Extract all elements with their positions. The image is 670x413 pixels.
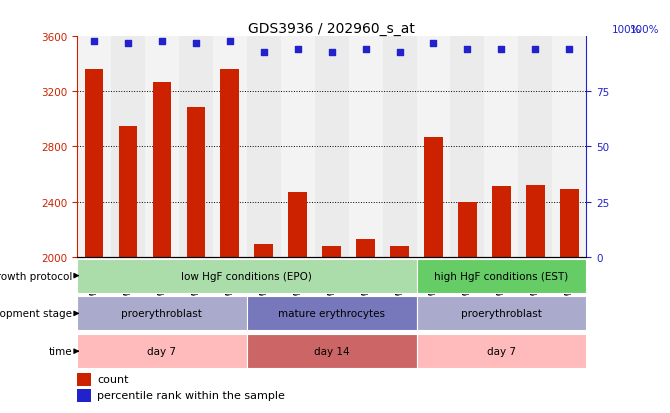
Bar <box>450 37 484 257</box>
Bar <box>383 37 417 257</box>
Text: day 14: day 14 <box>314 347 350 356</box>
Bar <box>390 246 409 257</box>
Bar <box>417 297 586 330</box>
Text: time: time <box>48 347 72 356</box>
Bar <box>77 389 91 402</box>
Bar <box>417 335 586 368</box>
Y-axis label: 100%: 100% <box>612 25 642 35</box>
Point <box>326 49 337 56</box>
Bar <box>417 37 450 257</box>
Text: high HgF conditions (EST): high HgF conditions (EST) <box>434 271 569 281</box>
Bar <box>119 126 137 257</box>
Point <box>360 47 371 54</box>
Bar <box>186 107 205 257</box>
Point <box>88 38 99 45</box>
Bar <box>153 83 172 257</box>
Bar <box>213 37 247 257</box>
Bar <box>552 37 586 257</box>
Title: GDS3936 / 202960_s_at: GDS3936 / 202960_s_at <box>248 22 415 36</box>
Bar <box>288 192 307 257</box>
Point <box>564 47 575 54</box>
Bar <box>315 37 348 257</box>
Bar <box>281 37 315 257</box>
Text: proerythroblast: proerythroblast <box>121 309 202 318</box>
Bar <box>458 202 477 257</box>
Point <box>157 38 168 45</box>
Point <box>428 40 439 47</box>
Point <box>394 49 405 56</box>
Point <box>190 40 201 47</box>
Bar <box>492 187 511 257</box>
Point <box>530 47 541 54</box>
Bar <box>220 70 239 257</box>
Bar <box>111 37 145 257</box>
Text: 100%: 100% <box>630 25 659 35</box>
Bar <box>322 246 341 257</box>
Bar <box>424 138 443 257</box>
Bar <box>356 239 375 257</box>
Bar <box>417 259 586 293</box>
Bar <box>348 37 383 257</box>
Text: day 7: day 7 <box>147 347 176 356</box>
Text: proerythroblast: proerythroblast <box>461 309 542 318</box>
Text: percentile rank within the sample: percentile rank within the sample <box>97 390 285 400</box>
Bar <box>77 297 247 330</box>
Text: development stage: development stage <box>0 309 72 318</box>
Text: count: count <box>97 374 129 384</box>
Point <box>496 47 507 54</box>
Bar <box>247 37 281 257</box>
Bar <box>145 37 179 257</box>
Bar <box>77 335 247 368</box>
Bar <box>247 335 417 368</box>
Bar <box>77 259 417 293</box>
Bar <box>179 37 213 257</box>
Bar <box>77 373 91 386</box>
Bar <box>519 37 552 257</box>
Bar <box>84 70 103 257</box>
Bar <box>484 37 519 257</box>
Text: low HgF conditions (EPO): low HgF conditions (EPO) <box>182 271 312 281</box>
Point <box>259 49 269 56</box>
Bar <box>77 37 111 257</box>
Text: growth protocol: growth protocol <box>0 271 72 281</box>
Bar <box>247 297 417 330</box>
Bar <box>255 245 273 257</box>
Point <box>123 40 133 47</box>
Point <box>292 47 303 54</box>
Point <box>224 38 235 45</box>
Bar <box>526 185 545 257</box>
Text: day 7: day 7 <box>487 347 516 356</box>
Text: mature erythrocytes: mature erythrocytes <box>278 309 385 318</box>
Point <box>462 47 473 54</box>
Bar <box>560 190 579 257</box>
